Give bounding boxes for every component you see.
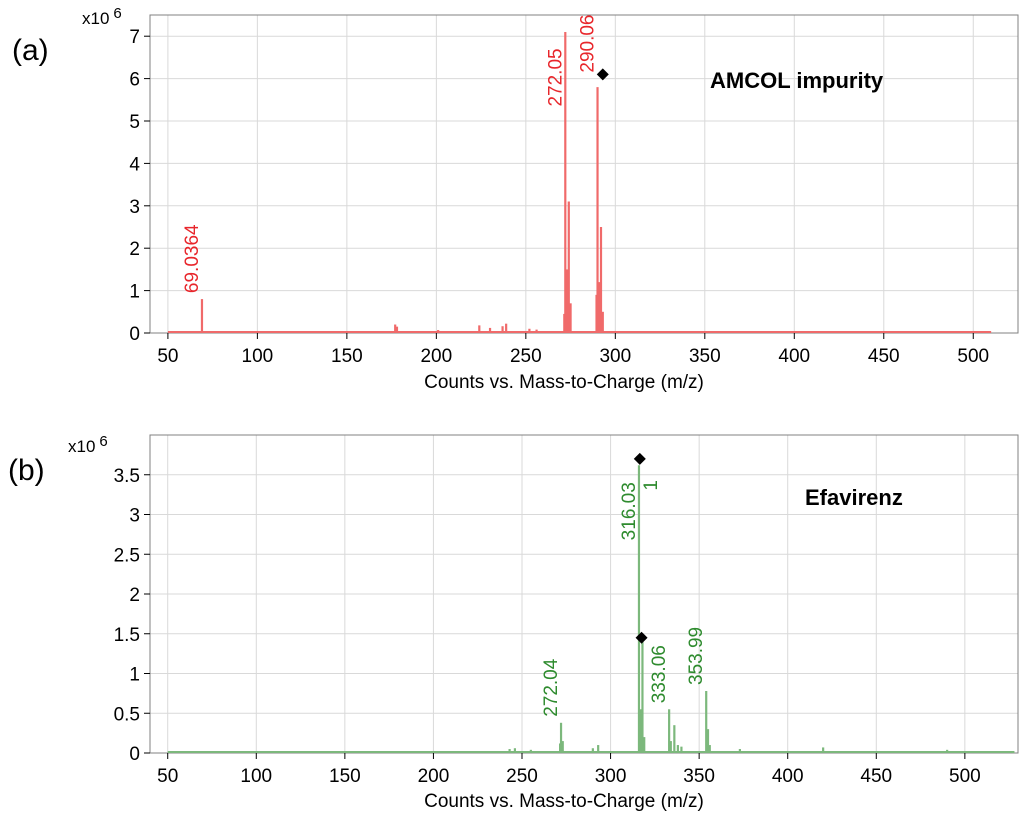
y-tick-label: 4	[129, 154, 140, 175]
y-tick-label: 2	[129, 239, 140, 260]
y-tick-label: 3	[129, 197, 140, 218]
y-tick-label: 2.5	[114, 545, 140, 566]
x-tick-label: 250	[510, 346, 542, 367]
precursor-diamond-marker	[596, 68, 609, 81]
x-tick-label: 100	[240, 766, 272, 787]
y-tick-label: 6	[129, 70, 140, 91]
peak-label: 272.04	[541, 658, 562, 717]
y-multiplier: x10 6	[68, 433, 108, 456]
x-tick-label: 350	[683, 766, 715, 787]
peak-label: 316.03	[619, 482, 640, 540]
x-tick-label: 200	[420, 346, 452, 367]
y-tick-label: 0.5	[114, 704, 140, 725]
x-axis-label: Counts vs. Mass-to-Charge (m/z)	[424, 791, 704, 812]
spectrum-panel-b: 50 100 150 200 250 300 350 400 450 500 0 0.5 1 1.5 2 2.…	[8, 433, 1019, 812]
y-tick-label: 0	[129, 324, 140, 345]
y-tick-label: 7	[129, 27, 140, 48]
y-tick-label: 3	[129, 506, 140, 527]
compound-annotation: AMCOL impurity	[710, 68, 884, 93]
x-tick-label: 250	[506, 766, 538, 787]
y-multiplier-base: x10	[82, 9, 109, 28]
x-tick-label: 350	[689, 346, 721, 367]
y-multiplier: x10 6	[82, 5, 122, 28]
peak-sublabel: 1	[641, 480, 662, 491]
y-multiplier-exponent: 6	[99, 433, 107, 450]
precursor-diamond-marker	[635, 631, 648, 644]
x-tick-label: 100	[242, 346, 274, 367]
y-tick-label: 1	[129, 665, 140, 686]
x-tick-label: 450	[860, 766, 892, 787]
precursor-diamond-marker	[633, 452, 646, 465]
peak-label: 290.06	[578, 14, 599, 72]
peak-label: 333.06	[649, 645, 670, 703]
y-tick-label: 2	[129, 585, 140, 606]
x-tick-label: 400	[772, 766, 804, 787]
x-tick-label: 500	[957, 346, 989, 367]
x-tick-label: 400	[778, 346, 810, 367]
peak-label: 272.05	[545, 48, 566, 106]
x-tick-label: 300	[599, 346, 631, 367]
peak-label: 353.99	[686, 627, 707, 685]
x-tick-label: 500	[949, 766, 981, 787]
x-tick-label: 50	[157, 346, 178, 367]
compound-annotation: Efavirenz	[805, 485, 903, 510]
x-tick-label: 50	[157, 766, 178, 787]
x-tick-label: 200	[418, 766, 450, 787]
x-tick-label: 150	[331, 346, 363, 367]
x-tick-label: 150	[329, 766, 361, 787]
panel-label: (a)	[12, 34, 49, 67]
y-tick-label: 1.5	[114, 625, 140, 646]
panel-label: (b)	[8, 454, 45, 487]
y-tick-label: 3.5	[114, 466, 140, 487]
x-axis-label: Counts vs. Mass-to-Charge (m/z)	[424, 372, 704, 393]
y-tick-label: 1	[129, 282, 140, 303]
y-multiplier-exponent: 6	[113, 5, 121, 22]
spectrum-panel-a: 50 100 150 200 250 300 350 400 450 50001234567x10…	[12, 5, 1019, 393]
x-tick-label: 300	[595, 766, 627, 787]
y-multiplier-base: x10	[68, 437, 95, 456]
peak-label: 69.0364	[182, 224, 203, 293]
y-tick-label: 5	[129, 112, 140, 133]
y-tick-label: 0	[129, 744, 140, 765]
x-tick-label: 450	[868, 346, 900, 367]
